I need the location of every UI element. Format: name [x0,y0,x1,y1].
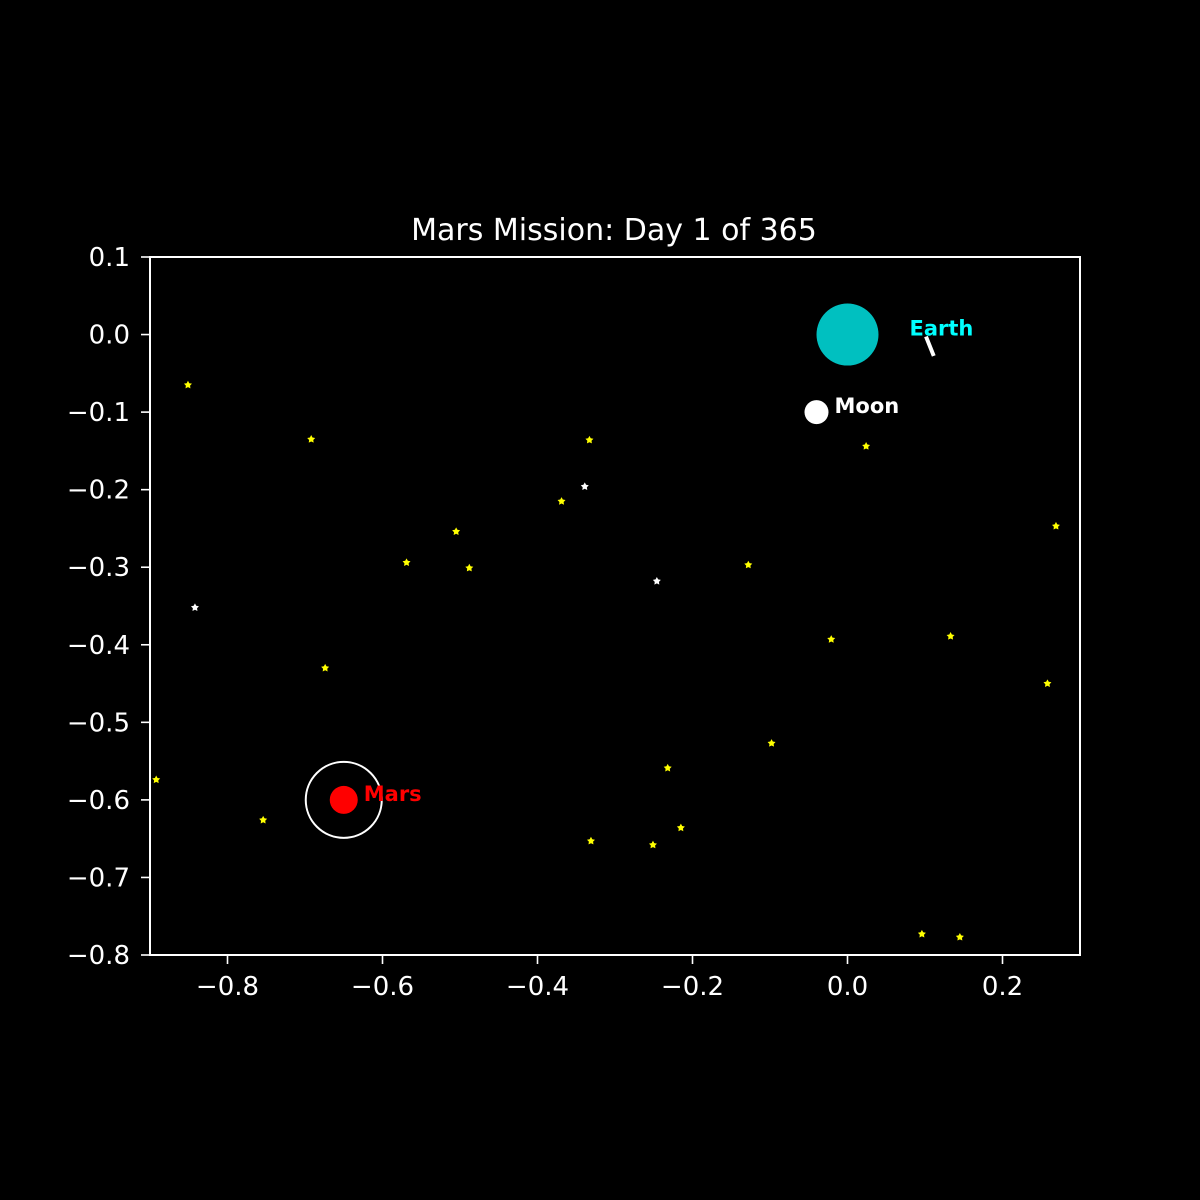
y-tick-label: −0.8 [67,941,130,971]
star-point [1051,521,1060,530]
star-point [402,558,411,566]
star-point [465,563,474,572]
bodies-layer: Earth Moon Mars [304,303,974,839]
earth-point [816,303,879,366]
y-tick-label: −0.7 [67,863,130,893]
star-point [648,840,657,849]
star-point [946,632,955,640]
mars-point [329,785,358,814]
plot-area [150,257,1080,955]
star-point [321,663,330,672]
mars-label: Mars [364,782,422,806]
x-axis: −0.8 −0.6 −0.4 −0.2 0.0 0.2 [196,955,1023,1002]
star-point [190,603,199,611]
star-point [452,527,461,535]
moon-label: Moon [835,394,900,418]
x-tick-label: −0.6 [351,972,414,1002]
star-point [744,560,753,569]
x-tick-label: −0.2 [661,972,724,1002]
y-tick-label: −0.2 [67,476,130,506]
star-point [259,815,268,824]
star-point [827,635,836,643]
star-point [1043,679,1052,687]
star-point [307,435,316,443]
star-point [652,576,661,585]
star-point [586,836,595,845]
star-point [862,442,871,450]
y-tick-label: −0.3 [67,553,130,583]
y-tick-label: −0.5 [67,708,130,738]
x-tick-label: −0.4 [506,972,569,1002]
star-point [580,482,589,490]
star-point [767,739,776,747]
x-tick-label: 0.2 [982,972,1023,1002]
star-point [917,929,926,938]
spacecraft-marker [924,335,936,357]
star-point [955,932,964,941]
y-tick-label: −0.6 [67,786,130,816]
y-tick-label: −0.4 [67,631,130,661]
star-point [585,435,594,444]
mars-orbit-ring [304,760,383,839]
y-tick-label: −0.1 [67,398,130,428]
x-tick-label: 0.0 [827,972,868,1002]
star-point [676,823,685,832]
star-point [183,380,192,389]
chart-title: Mars Mission: Day 1 of 365 [411,213,817,248]
plot-frame [149,256,1081,956]
star-point [557,497,566,505]
y-tick-label: 0.0 [89,321,130,351]
moon-point [804,400,829,425]
earth-label: Earth [910,317,974,341]
y-axis: 0.1 0.0 −0.1 −0.2 −0.3 −0.4 −0.5 −0.6 −0.7 −0.8 [67,243,150,971]
x-tick-label: −0.8 [196,972,259,1002]
stars-layer [152,380,1060,941]
y-tick-label: 0.1 [89,243,130,273]
star-point [152,775,161,784]
star-point [663,763,672,772]
